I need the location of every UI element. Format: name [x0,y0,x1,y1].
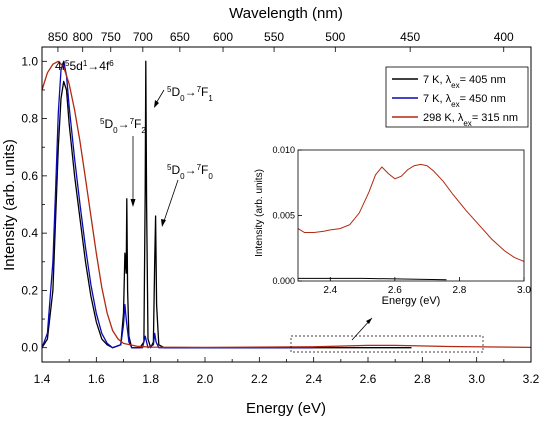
x-tick-label: 3.2 [523,372,540,386]
inset-series-line-2 [298,277,447,281]
main-series-group [41,60,532,349]
legend-label: 7 K, λex= 405 nm [423,74,506,90]
inset-x-tick-label: 2.4 [323,285,337,296]
inset-y-axis-label: Intensity (arb. units) [254,169,265,257]
x-tick-label: 2.2 [251,372,268,386]
legend-label: 298 K, λex= 315 nm [423,112,518,128]
inset-y-tick-label: 0.005 [272,211,295,221]
series-line-1 [41,60,412,349]
annotation-arrow-7f0 [162,179,179,225]
top-tick-label: 800 [73,30,93,44]
inset-x-tick-label: 3.0 [517,285,531,296]
top-tick-label: 600 [213,30,233,44]
top-tick-label: 450 [400,30,420,44]
x-tick-label: 2.8 [414,372,431,386]
inset-y-tick-label: 0.010 [272,145,295,155]
inset-x-axis-ticks: 2.4 2.6 2.8 3.0 [323,277,531,296]
x-axis-ticks: 1.4 1.6 1.8 2.0 2.2 2.4 2.6 2.8 3.0 3.2 [34,357,540,386]
inset-x-tick-label: 2.6 [388,285,402,296]
main-plot: 1.4 1.6 1.8 2.0 2.2 2.4 2.6 2.8 3.0 3.2 0.0 0.2 0.4… [1,5,540,417]
top-axis-ticks: 850 800 750 700 650 600 550 500 450 400 [48,30,514,52]
x-axis-label: Energy (eV) [246,400,326,417]
x-tick-label: 1.8 [142,372,159,386]
x-tick-label: 3.0 [468,372,485,386]
top-tick-label: 500 [325,30,345,44]
inset-series-line-1 [297,163,525,262]
annotation-5d0-7f0: 5D0→7F0 [167,163,213,181]
inset-x-axis-label: Energy (eV) [382,295,441,307]
annotation-4f5d-to-4f6: 4f55d1→4f6 [55,59,114,74]
y-tick-label: 0.8 [21,112,38,126]
annotation-5d0-7f2: 5D0→7F2 [100,117,146,135]
top-tick-label: 750 [101,30,121,44]
y-tick-label: 0.4 [21,226,38,240]
y-tick-label: 1.0 [21,54,38,68]
x-tick-label: 1.4 [34,372,51,386]
inset-x-tick-label: 2.8 [452,285,466,296]
inset-y-axis-ticks: 0.000 0.005 0.010 [272,145,302,286]
x-tick-label: 1.6 [88,372,105,386]
y-axis-label: Intensity (arb. units) [1,139,18,271]
top-tick-label: 700 [133,30,153,44]
inset-plot: 2.4 2.6 2.8 3.0 0.000 0.005 0.010 Energy (eV)… [254,145,531,307]
y-axis-ticks: 0.0 0.2 0.4 0.6 0.8 1.0 [21,54,47,355]
x-tick-label: 2.0 [197,372,214,386]
x-tick-label: 2.6 [360,372,377,386]
top-tick-label: 850 [48,30,68,44]
legend: 7 K, λex= 405 nm 7 K, λex= 450 nm 298 K, λ… [385,66,529,128]
top-tick-label: 650 [170,30,190,44]
inset-region-marker [290,335,484,353]
annotation-5d0-7f1: 5D0→7F1 [167,85,213,103]
y-tick-label: 0.2 [21,283,38,297]
y-tick-label: 0.6 [21,169,38,183]
top-tick-label: 550 [264,30,284,44]
x-tick-label: 2.4 [305,372,322,386]
series-line-3 [41,60,532,349]
top-axis-label: Wavelength (nm) [229,5,343,22]
inset-y-tick-label: 0.000 [272,276,295,286]
y-tick-label: 0.0 [21,341,38,355]
series-line-2 [41,60,314,349]
top-tick-label: 400 [494,30,514,44]
inset-series-group [297,163,525,281]
legend-label: 7 K, λex= 450 nm [423,93,506,109]
